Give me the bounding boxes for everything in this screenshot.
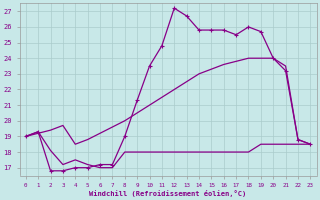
X-axis label: Windchill (Refroidissement éolien,°C): Windchill (Refroidissement éolien,°C) bbox=[90, 190, 247, 197]
